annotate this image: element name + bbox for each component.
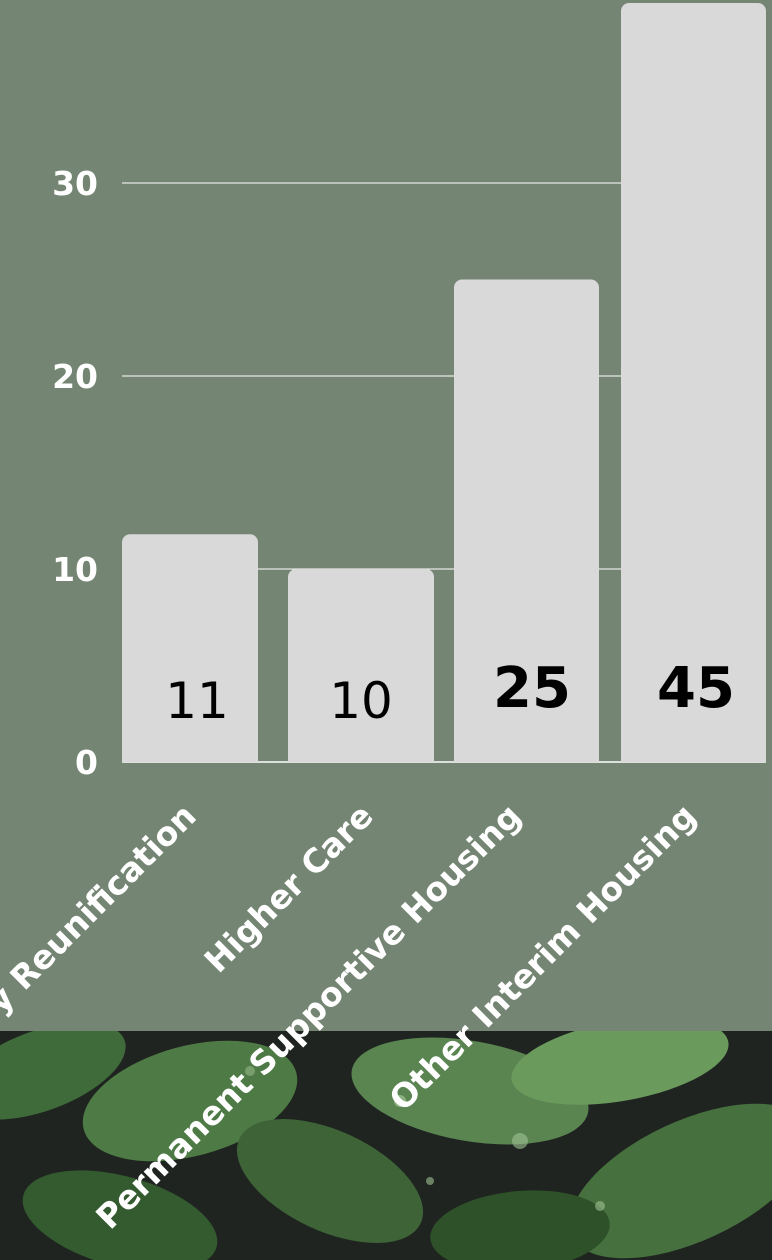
bar-base-3: [621, 752, 766, 762]
y-tick-10: 10: [52, 550, 98, 589]
data-label-1: 10: [329, 672, 393, 730]
y-tick-0: 0: [75, 743, 98, 782]
bar-0: [122, 534, 258, 762]
category-label-0: Family Reunification: [0, 796, 204, 1091]
y-axis-ticks: 0 10 20 30: [52, 164, 98, 782]
y-tick-30: 30: [52, 164, 98, 203]
data-label-2: 25: [493, 656, 571, 721]
bar-base-2: [454, 752, 599, 762]
bar-base-0: [122, 752, 258, 762]
data-label-3: 45: [657, 656, 735, 721]
category-label-3: Other Interim Housing: [381, 796, 703, 1118]
data-label-0: 11: [165, 672, 229, 730]
y-tick-20: 20: [52, 357, 98, 396]
data-labels: 11 10 25 45: [165, 656, 735, 730]
leaves-photo: [0, 1031, 772, 1260]
bar-1: [288, 569, 434, 762]
bar-2: [454, 279, 599, 762]
bar-3: [621, 3, 766, 762]
bars: [122, 3, 766, 762]
leaves-illustration: [0, 1031, 772, 1260]
bar-base-1: [288, 752, 434, 762]
